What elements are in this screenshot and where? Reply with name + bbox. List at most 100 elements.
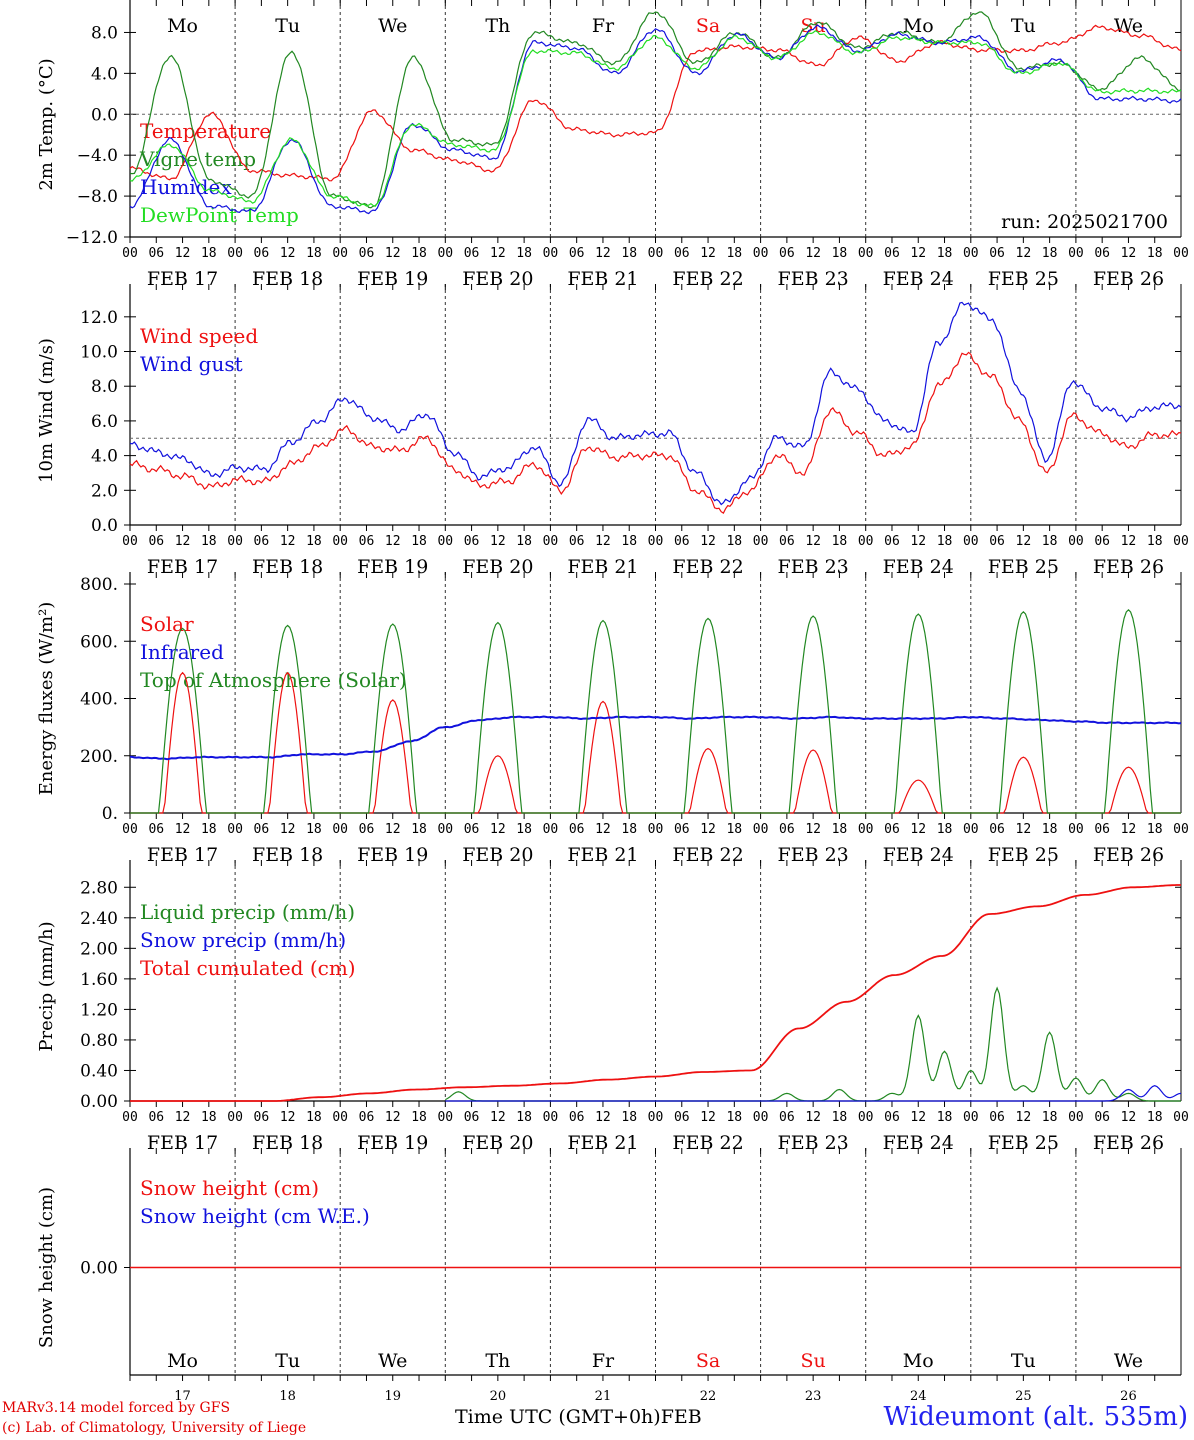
hour-tick-label: 06 bbox=[148, 534, 164, 549]
day-name-label: We bbox=[378, 1350, 407, 1372]
y-tick-label: 0.00 bbox=[80, 1259, 118, 1279]
date-label: FEB 24 bbox=[883, 844, 954, 866]
hour-tick-label: 06 bbox=[674, 534, 690, 549]
date-label: FEB 19 bbox=[357, 556, 428, 578]
date-label: FEB 20 bbox=[462, 556, 533, 578]
hour-tick-label: 12 bbox=[175, 246, 191, 261]
run-label: run: 2025021700 bbox=[1001, 211, 1168, 233]
y-tick-label: 0.0 bbox=[91, 105, 118, 125]
hour-tick-label: 18 bbox=[726, 1110, 742, 1125]
hour-tick-label: 00 bbox=[858, 822, 874, 837]
credit-label: (c) Lab. of Climatology, University of L… bbox=[2, 1420, 307, 1436]
hour-tick-label: 00 bbox=[332, 246, 348, 261]
day-name-label: We bbox=[1114, 15, 1143, 37]
date-label: FEB 26 bbox=[1093, 1132, 1164, 1154]
hour-tick-label: 12 bbox=[175, 534, 191, 549]
hour-tick-label: 12 bbox=[595, 246, 611, 261]
day-number-label: 18 bbox=[279, 1389, 296, 1404]
hour-tick-label: 12 bbox=[700, 822, 716, 837]
hour-tick-label: 06 bbox=[359, 246, 375, 261]
hour-tick-label: 06 bbox=[989, 534, 1005, 549]
date-label: FEB 23 bbox=[778, 1132, 849, 1154]
y-axis-label: 10m Wind (m/s) bbox=[36, 338, 57, 483]
hour-tick-label: 06 bbox=[148, 822, 164, 837]
hour-tick-label: 00 bbox=[648, 1110, 664, 1125]
hour-tick-label: 00 bbox=[753, 534, 769, 549]
y-axis-label: Energy fluxes (W/m²) bbox=[36, 602, 57, 796]
hour-tick-label: 00 bbox=[543, 1110, 559, 1125]
hour-tick-label: 00 bbox=[437, 822, 453, 837]
hour-tick-label: 00 bbox=[963, 822, 979, 837]
legend-entry: Temperature bbox=[140, 119, 271, 143]
panel-1: −12.0 −8.0 −4.0 0.0 4.0 8.0 2m Temp. (°C) Tempe… bbox=[36, 0, 1189, 290]
panel-3: 0.200.400.600.800.Energy fluxes (W/m²) So… bbox=[36, 572, 1189, 866]
hour-tick-label: 12 bbox=[385, 1110, 401, 1125]
panel-4: 0.00 0.40 0.80 1.20 1.60 2.00 2.40 2.80 Precip (… bbox=[36, 860, 1189, 1154]
hour-tick-label: 00 bbox=[963, 246, 979, 261]
hour-tick-label: 06 bbox=[884, 1110, 900, 1125]
hour-tick-label: 12 bbox=[490, 534, 506, 549]
series-total-cumulated bbox=[130, 884, 1181, 1102]
hour-tick-label: 06 bbox=[1094, 822, 1110, 837]
hour-tick-label: 00 bbox=[753, 822, 769, 837]
hour-tick-label: 18 bbox=[201, 534, 217, 549]
day-name-label: Sa bbox=[696, 1350, 720, 1372]
y-tick-label: 0. bbox=[102, 804, 118, 824]
hour-tick-label: 06 bbox=[779, 534, 795, 549]
hour-tick-label: 06 bbox=[779, 1110, 795, 1125]
hour-tick-label: 12 bbox=[1016, 1110, 1032, 1125]
hour-tick-label: 06 bbox=[254, 822, 270, 837]
series-vigne-temp bbox=[129, 11, 1182, 209]
hour-tick-label: 06 bbox=[148, 1110, 164, 1125]
y-axis-label: Precip (mm/h) bbox=[36, 921, 57, 1051]
hour-tick-label: 00 bbox=[227, 822, 243, 837]
day-number-label: 21 bbox=[595, 1389, 612, 1404]
hour-tick-label: 18 bbox=[726, 246, 742, 261]
legend-entry: Wind speed bbox=[140, 324, 258, 348]
hour-tick-label: 06 bbox=[254, 534, 270, 549]
hour-tick-label: 06 bbox=[884, 246, 900, 261]
date-label: FEB 22 bbox=[672, 1132, 743, 1154]
hour-tick-label: 06 bbox=[148, 246, 164, 261]
y-tick-label: 0.80 bbox=[80, 1031, 118, 1051]
hour-tick-label: 12 bbox=[1016, 822, 1032, 837]
hour-tick-label: 00 bbox=[963, 534, 979, 549]
legend-entry: Humidex bbox=[140, 175, 232, 199]
hour-tick-label: 18 bbox=[937, 534, 953, 549]
hour-tick-label: 18 bbox=[1147, 822, 1163, 837]
date-label: FEB 20 bbox=[462, 1132, 533, 1154]
day-name-label: Th bbox=[485, 1350, 510, 1372]
hour-tick-label: 12 bbox=[805, 534, 821, 549]
hour-tick-label: 06 bbox=[1094, 246, 1110, 261]
day-number-label: 24 bbox=[910, 1389, 927, 1404]
date-label: FEB 17 bbox=[147, 268, 218, 290]
day-name-label: We bbox=[1114, 1350, 1143, 1372]
date-label: FEB 17 bbox=[147, 1132, 218, 1154]
legend-entry: Wind gust bbox=[140, 352, 243, 376]
hour-tick-label: 18 bbox=[306, 246, 322, 261]
hour-tick-label: 18 bbox=[306, 534, 322, 549]
hour-tick-label: 12 bbox=[1121, 246, 1137, 261]
hour-tick-label: 18 bbox=[621, 822, 637, 837]
y-tick-label: 2.0 bbox=[91, 481, 118, 501]
hour-tick-label: 00 bbox=[1068, 822, 1084, 837]
date-label: FEB 17 bbox=[147, 556, 218, 578]
date-label: FEB 22 bbox=[672, 556, 743, 578]
legend-entry: Liquid precip (mm/h) bbox=[140, 900, 355, 924]
hour-tick-label: 00 bbox=[543, 822, 559, 837]
hour-tick-label: 06 bbox=[779, 246, 795, 261]
hour-tick-label: 12 bbox=[280, 1110, 296, 1125]
hour-tick-label: 06 bbox=[989, 1110, 1005, 1125]
hour-tick-label: 00 bbox=[122, 822, 138, 837]
hour-tick-label: 12 bbox=[175, 822, 191, 837]
date-label: FEB 24 bbox=[883, 268, 954, 290]
hour-tick-label: 00 bbox=[858, 246, 874, 261]
y-tick-label: 10.0 bbox=[80, 343, 118, 363]
day-name-label: Fr bbox=[592, 1350, 615, 1372]
hour-tick-label: 18 bbox=[201, 246, 217, 261]
legend-entry: Infrared bbox=[140, 640, 224, 664]
hour-tick-label: 18 bbox=[1042, 822, 1058, 837]
day-name-label: Tu bbox=[1011, 15, 1036, 37]
day-number-label: 26 bbox=[1120, 1389, 1137, 1404]
